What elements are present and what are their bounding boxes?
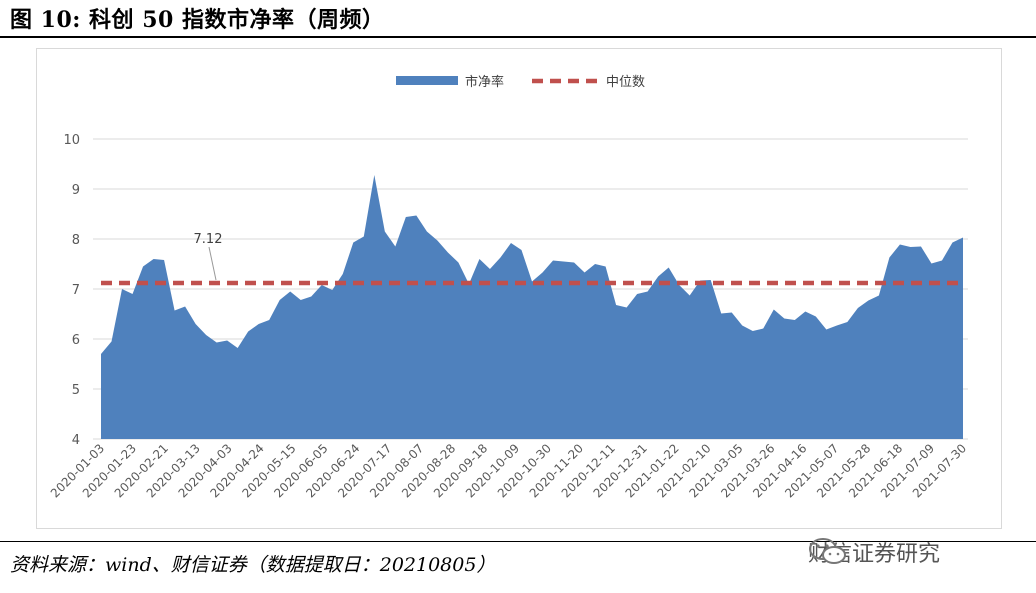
pb-ratio-area	[101, 175, 963, 439]
pb-area-series	[101, 175, 963, 439]
y-tick-label: 5	[72, 383, 80, 398]
source-note: 资料来源：wind、财信证券（数据提取日：20210805）	[10, 554, 496, 576]
wechat-icon	[809, 538, 846, 564]
top-rule	[0, 36, 1036, 38]
x-axis-labels: 2020-01-032020-01-232020-02-212020-03-13…	[48, 441, 969, 500]
y-axis-labels: 4 5 6 7 8 9 10	[63, 133, 80, 448]
legend: 市净率 中位数	[396, 74, 645, 90]
legend-label-area: 市净率	[465, 74, 504, 90]
legend-label-median: 中位数	[606, 75, 645, 90]
y-tick-label: 6	[72, 333, 80, 348]
median-annotation: 7.12	[194, 232, 223, 281]
figure-title: 图 10: 科创 50 指数市净率（周频）	[10, 7, 385, 33]
y-tick-label: 4	[72, 433, 80, 448]
y-tick-label: 10	[63, 133, 80, 148]
watermark: 财信证券研究	[808, 536, 940, 568]
y-tick-label: 9	[72, 183, 80, 198]
annotation-label: 7.12	[194, 232, 223, 247]
annotation-leader	[208, 246, 217, 281]
pb-ratio-chart: 4 5 6 7 8 9 10 2020-01-032020-01-232020-02-212…	[48, 74, 969, 500]
legend-swatch-area	[396, 76, 458, 85]
bottom-rule	[0, 541, 1036, 542]
y-tick-label: 7	[72, 283, 80, 298]
chart-frame	[36, 48, 1002, 529]
y-tick-label: 8	[72, 233, 80, 248]
